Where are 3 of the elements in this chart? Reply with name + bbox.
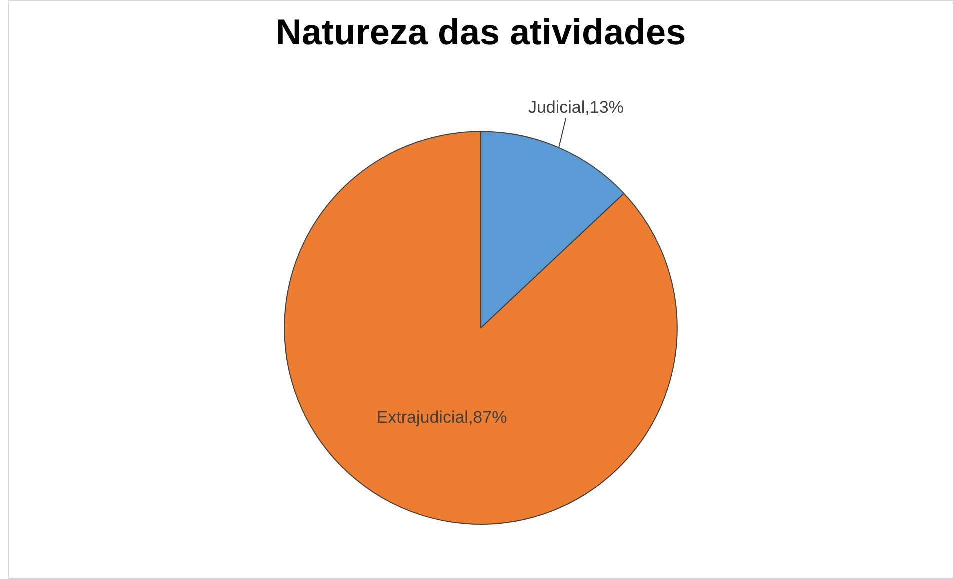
slice-label: Extrajudicial,87% <box>376 408 508 427</box>
slice-label: Judicial,13% <box>528 98 624 117</box>
chart-title: Natureza das atividades <box>276 12 686 53</box>
